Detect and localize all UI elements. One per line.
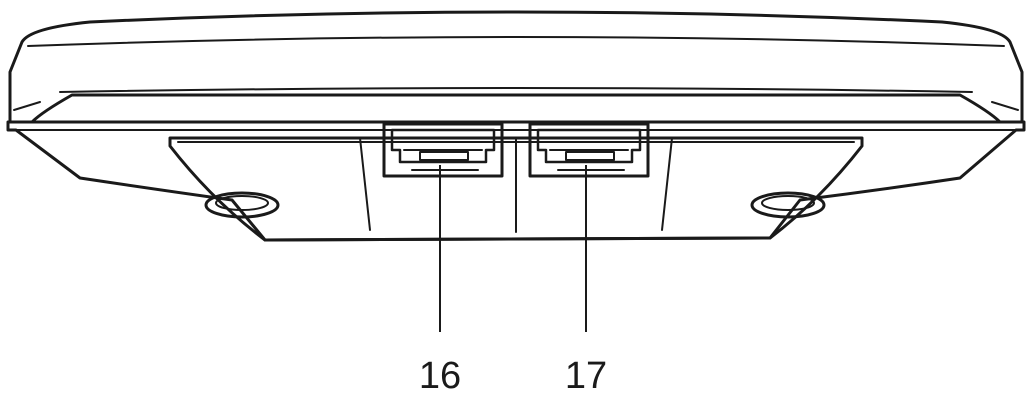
left-foot-inner bbox=[215, 195, 269, 211]
top-shell-side-right bbox=[991, 101, 1019, 111]
port-recess-right-wall bbox=[661, 137, 673, 231]
right-foot-inner bbox=[761, 195, 815, 211]
left-foot bbox=[204, 191, 280, 219]
callout-label-16: 16 bbox=[419, 355, 461, 397]
port-17-connector bbox=[528, 122, 650, 178]
top-shell-outline bbox=[8, 10, 1024, 124]
port-16-connector bbox=[382, 122, 504, 178]
lower-housing bbox=[168, 136, 864, 242]
port-recess-left-wall bbox=[359, 137, 371, 231]
callout-label-17: 17 bbox=[565, 355, 607, 397]
top-shell-rim bbox=[27, 36, 1005, 47]
top-shell-side-left bbox=[13, 101, 41, 111]
top-shell-inner-rim bbox=[59, 87, 973, 93]
device-body bbox=[6, 10, 1026, 242]
right-foot bbox=[750, 191, 826, 219]
